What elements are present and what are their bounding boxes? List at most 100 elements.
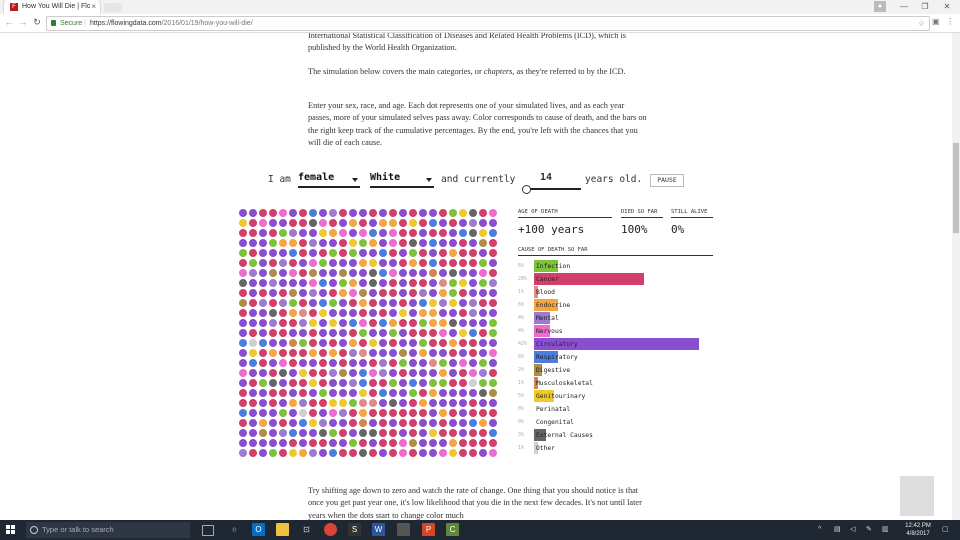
taskbar-clock[interactable]: 12:42 PM 4/8/2017 bbox=[900, 522, 936, 538]
life-dot bbox=[309, 369, 317, 377]
life-dot bbox=[329, 329, 337, 337]
life-dot bbox=[239, 319, 247, 327]
volume-icon[interactable]: ◁ bbox=[850, 526, 856, 533]
life-dot bbox=[469, 209, 477, 217]
life-dot bbox=[349, 279, 357, 287]
life-dot bbox=[289, 309, 297, 317]
age-value: 14 bbox=[539, 172, 553, 183]
age-slider-handle[interactable] bbox=[522, 185, 531, 194]
life-dot bbox=[319, 309, 327, 317]
life-dot bbox=[299, 219, 307, 227]
life-dot bbox=[309, 359, 317, 367]
life-dot bbox=[389, 449, 397, 457]
address-bar[interactable]: Secure | https://flowingdata.com/2016/01… bbox=[46, 16, 930, 31]
life-dot bbox=[349, 349, 357, 357]
life-dot bbox=[399, 309, 407, 317]
life-dot bbox=[289, 289, 297, 297]
life-dot bbox=[259, 319, 267, 327]
life-dot bbox=[289, 299, 297, 307]
reload-icon[interactable]: ↻ bbox=[33, 17, 41, 27]
taskbar-search-box[interactable]: Type or talk to search bbox=[26, 522, 190, 538]
store-icon[interactable]: ⊡ bbox=[303, 525, 310, 534]
clock-time: 12:42 PM bbox=[905, 523, 931, 529]
file-explorer-icon[interactable] bbox=[276, 523, 289, 536]
life-dot bbox=[259, 389, 267, 397]
life-dot bbox=[439, 349, 447, 357]
chrome-icon[interactable] bbox=[324, 523, 337, 536]
cause-bar bbox=[534, 299, 558, 311]
pen-icon[interactable]: ✎ bbox=[866, 526, 872, 533]
page-scrollbar[interactable] bbox=[952, 33, 960, 520]
life-dot bbox=[319, 339, 327, 347]
life-dot bbox=[389, 309, 397, 317]
life-dot bbox=[449, 299, 457, 307]
cause-row-circulatory: 42% Circulatory bbox=[518, 338, 718, 351]
new-tab-button[interactable] bbox=[104, 3, 122, 12]
life-dot bbox=[419, 429, 427, 437]
life-dot bbox=[429, 299, 437, 307]
life-dot bbox=[239, 309, 247, 317]
close-window-icon[interactable]: ✕ bbox=[943, 2, 951, 11]
life-dot bbox=[429, 209, 437, 217]
life-dot bbox=[289, 419, 297, 427]
life-dot bbox=[259, 439, 267, 447]
life-dot bbox=[429, 369, 437, 377]
notification-icon[interactable]: ▢ bbox=[942, 526, 949, 533]
life-dot bbox=[439, 389, 447, 397]
windows-start-icon[interactable] bbox=[6, 525, 16, 535]
life-dot bbox=[329, 339, 337, 347]
life-dot bbox=[289, 449, 297, 457]
profile-icon[interactable]: ● bbox=[874, 1, 886, 12]
life-dot bbox=[409, 309, 417, 317]
life-dot bbox=[389, 349, 397, 357]
life-dot bbox=[449, 319, 457, 327]
life-dot bbox=[249, 319, 257, 327]
forward-icon[interactable]: → bbox=[18, 17, 28, 27]
pause-button[interactable]: PAUSE bbox=[650, 174, 684, 187]
tray-up-icon[interactable]: ^ bbox=[818, 526, 822, 533]
menu-icon[interactable]: ⋮ bbox=[946, 17, 954, 26]
life-dot bbox=[339, 379, 347, 387]
life-dot bbox=[299, 399, 307, 407]
life-dot bbox=[459, 389, 467, 397]
life-dot bbox=[249, 389, 257, 397]
outlook-icon[interactable]: O bbox=[252, 523, 265, 536]
app-icon-3[interactable]: C bbox=[446, 523, 459, 536]
life-dot bbox=[319, 419, 327, 427]
close-tab-icon[interactable]: × bbox=[91, 2, 96, 11]
tray-app-icon[interactable]: ▤ bbox=[834, 526, 841, 533]
life-dot bbox=[489, 339, 497, 347]
life-dot bbox=[409, 359, 417, 367]
life-dot bbox=[269, 359, 277, 367]
word-icon[interactable]: W bbox=[372, 523, 385, 536]
life-dot bbox=[409, 229, 417, 237]
powerpoint-icon[interactable]: P bbox=[422, 523, 435, 536]
restore-icon[interactable]: ❐ bbox=[921, 2, 929, 11]
scrollbar-thumb[interactable] bbox=[953, 143, 959, 233]
cause-bar bbox=[534, 364, 542, 376]
bookmark-star-icon[interactable]: ☆ bbox=[917, 19, 925, 28]
edge-icon[interactable]: e bbox=[232, 525, 237, 534]
network-icon[interactable]: ▥ bbox=[882, 526, 889, 533]
tab-how-you-will-die[interactable]: F How You Will Die | Flow × bbox=[4, 0, 100, 14]
back-icon[interactable]: ← bbox=[4, 17, 14, 27]
life-dot bbox=[489, 429, 497, 437]
app-icon[interactable]: S bbox=[348, 523, 361, 536]
scroll-to-top-widget[interactable] bbox=[900, 476, 934, 516]
age-slider-track[interactable] bbox=[525, 188, 581, 190]
life-dot bbox=[419, 369, 427, 377]
life-dot bbox=[449, 279, 457, 287]
extension-icon[interactable]: ▣ bbox=[932, 17, 940, 26]
life-dot bbox=[259, 369, 267, 377]
life-dot bbox=[449, 399, 457, 407]
race-select[interactable]: White bbox=[370, 172, 434, 188]
minimize-icon[interactable]: — bbox=[900, 2, 908, 11]
sex-select[interactable]: female bbox=[298, 172, 360, 188]
still-alive-value: 0% bbox=[671, 223, 685, 236]
task-view-icon[interactable] bbox=[202, 525, 214, 536]
life-dot bbox=[469, 409, 477, 417]
life-dot bbox=[329, 219, 337, 227]
app-icon-2[interactable] bbox=[397, 523, 410, 536]
life-dot bbox=[339, 359, 347, 367]
life-dot bbox=[359, 279, 367, 287]
